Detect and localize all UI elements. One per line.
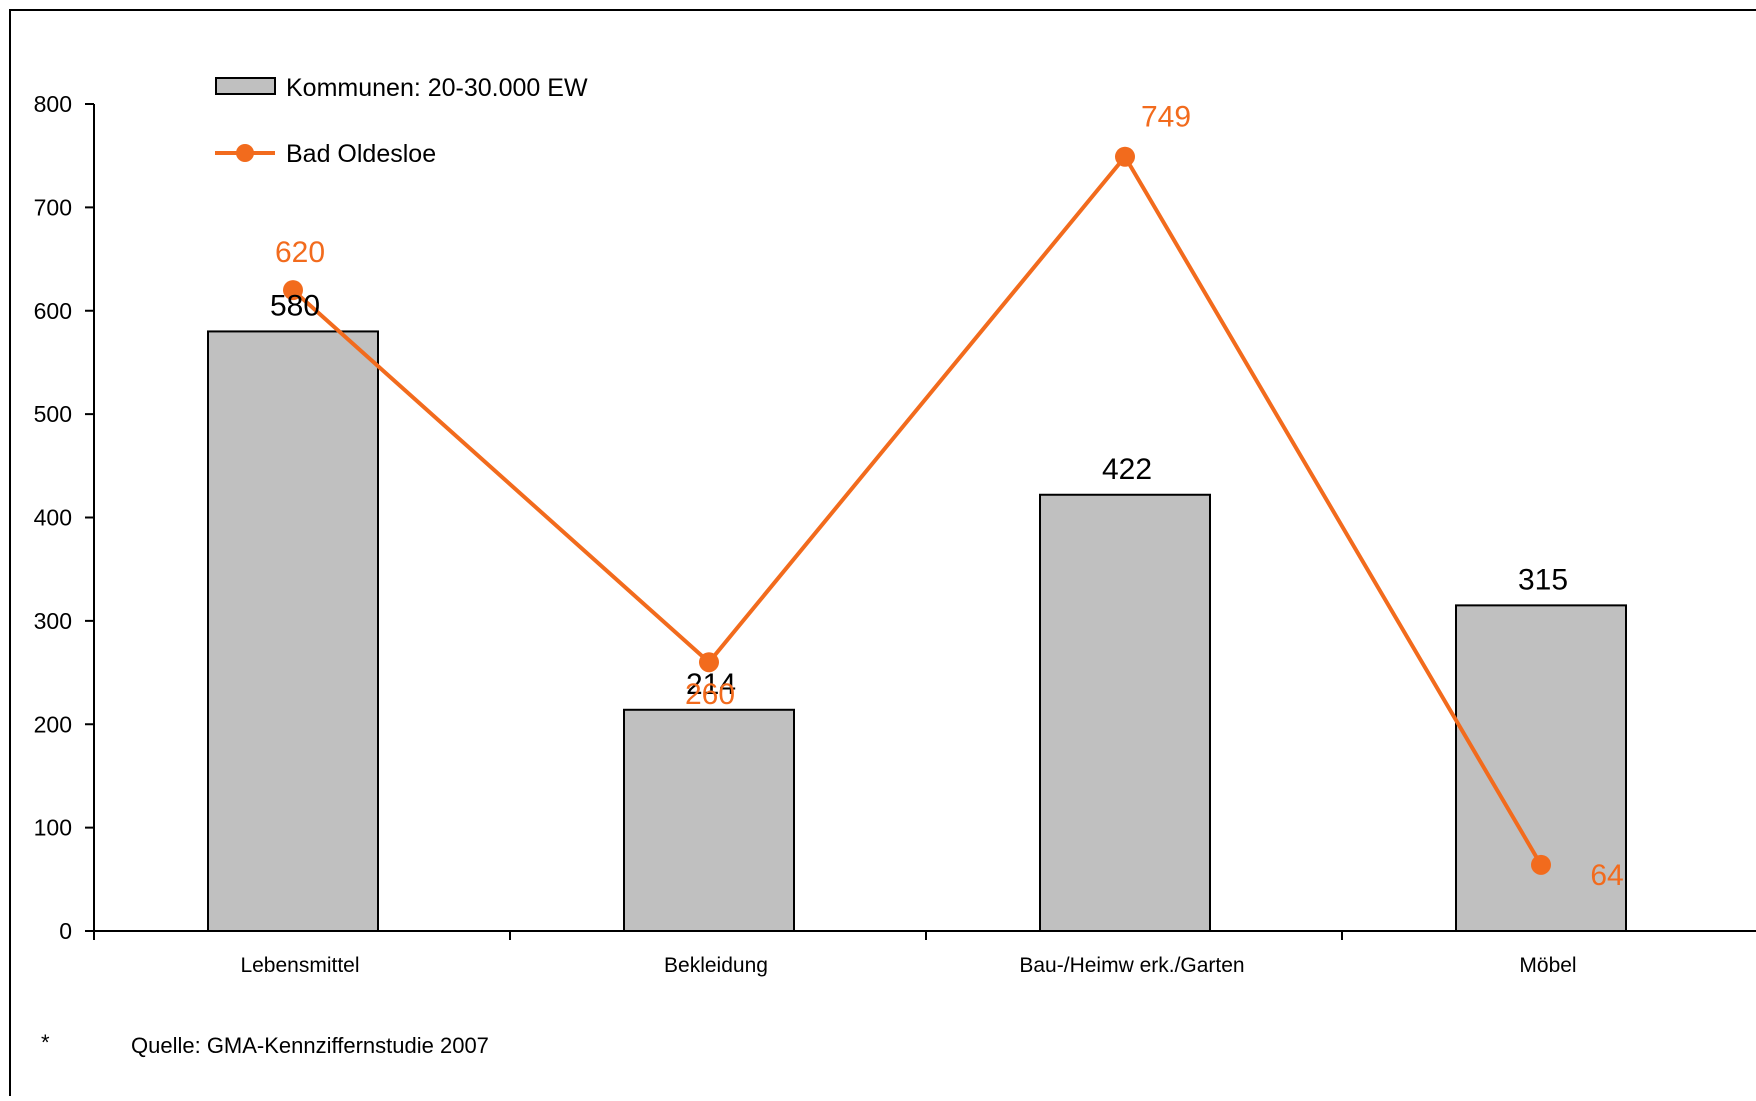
y-tick-label: 700 (34, 194, 72, 220)
line-point (699, 652, 719, 673)
footnote-marker: * (41, 1030, 50, 1055)
y-tick-label: 800 (34, 91, 72, 117)
line-value-label: 260 (685, 678, 735, 711)
legend-swatch-bar (215, 77, 276, 95)
data-labels: 580 214 422 315 620 260 749 64 (270, 101, 1624, 892)
bar-value-label: 214 (686, 668, 736, 701)
line-point (1115, 146, 1135, 167)
bar (1039, 493, 1211, 932)
x-tick-label: Möbel (1519, 954, 1576, 977)
y-tick-label: 500 (34, 401, 72, 427)
legend: Kommunen: 20-30.000 EW Bad Oldesloe (215, 74, 588, 168)
y-tick-label: 400 (34, 505, 72, 531)
line-point (283, 280, 303, 301)
legend-swatch-marker (236, 144, 254, 162)
x-tick-label: Bekleidung (664, 954, 768, 977)
y-tick-label: 100 (34, 815, 72, 841)
y-tick-label: 600 (34, 298, 72, 324)
bar-value-label: 580 (270, 289, 320, 322)
line-value-label: 620 (275, 236, 325, 269)
bar (207, 330, 379, 932)
footnote-text: Quelle: GMA-Kennziffernstudie 2007 (131, 1033, 489, 1058)
bar-value-label: 315 (1518, 563, 1568, 596)
bar (623, 708, 795, 933)
y-tick-label: 300 (34, 608, 72, 634)
line-path (291, 153, 1543, 866)
y-tick-label: 200 (34, 711, 72, 737)
legend-label-line: Bad Oldesloe (286, 140, 436, 168)
line-value-label: 64 (1590, 859, 1623, 892)
x-tick-label: Bau-/Heimw erk./Garten (1019, 954, 1244, 977)
x-tick-label: Lebensmittel (240, 954, 359, 977)
line-series (283, 146, 1551, 875)
y-tick-label: 0 (59, 918, 72, 944)
legend-label-bar: Kommunen: 20-30.000 EW (286, 74, 588, 102)
bar-series (207, 330, 1627, 933)
line-value-label: 749 (1141, 101, 1191, 134)
bar-value-label: 422 (1102, 453, 1152, 486)
line-point (1531, 854, 1551, 875)
y-axis: 0 100 200 300 400 500 600 700 800 (34, 91, 95, 944)
